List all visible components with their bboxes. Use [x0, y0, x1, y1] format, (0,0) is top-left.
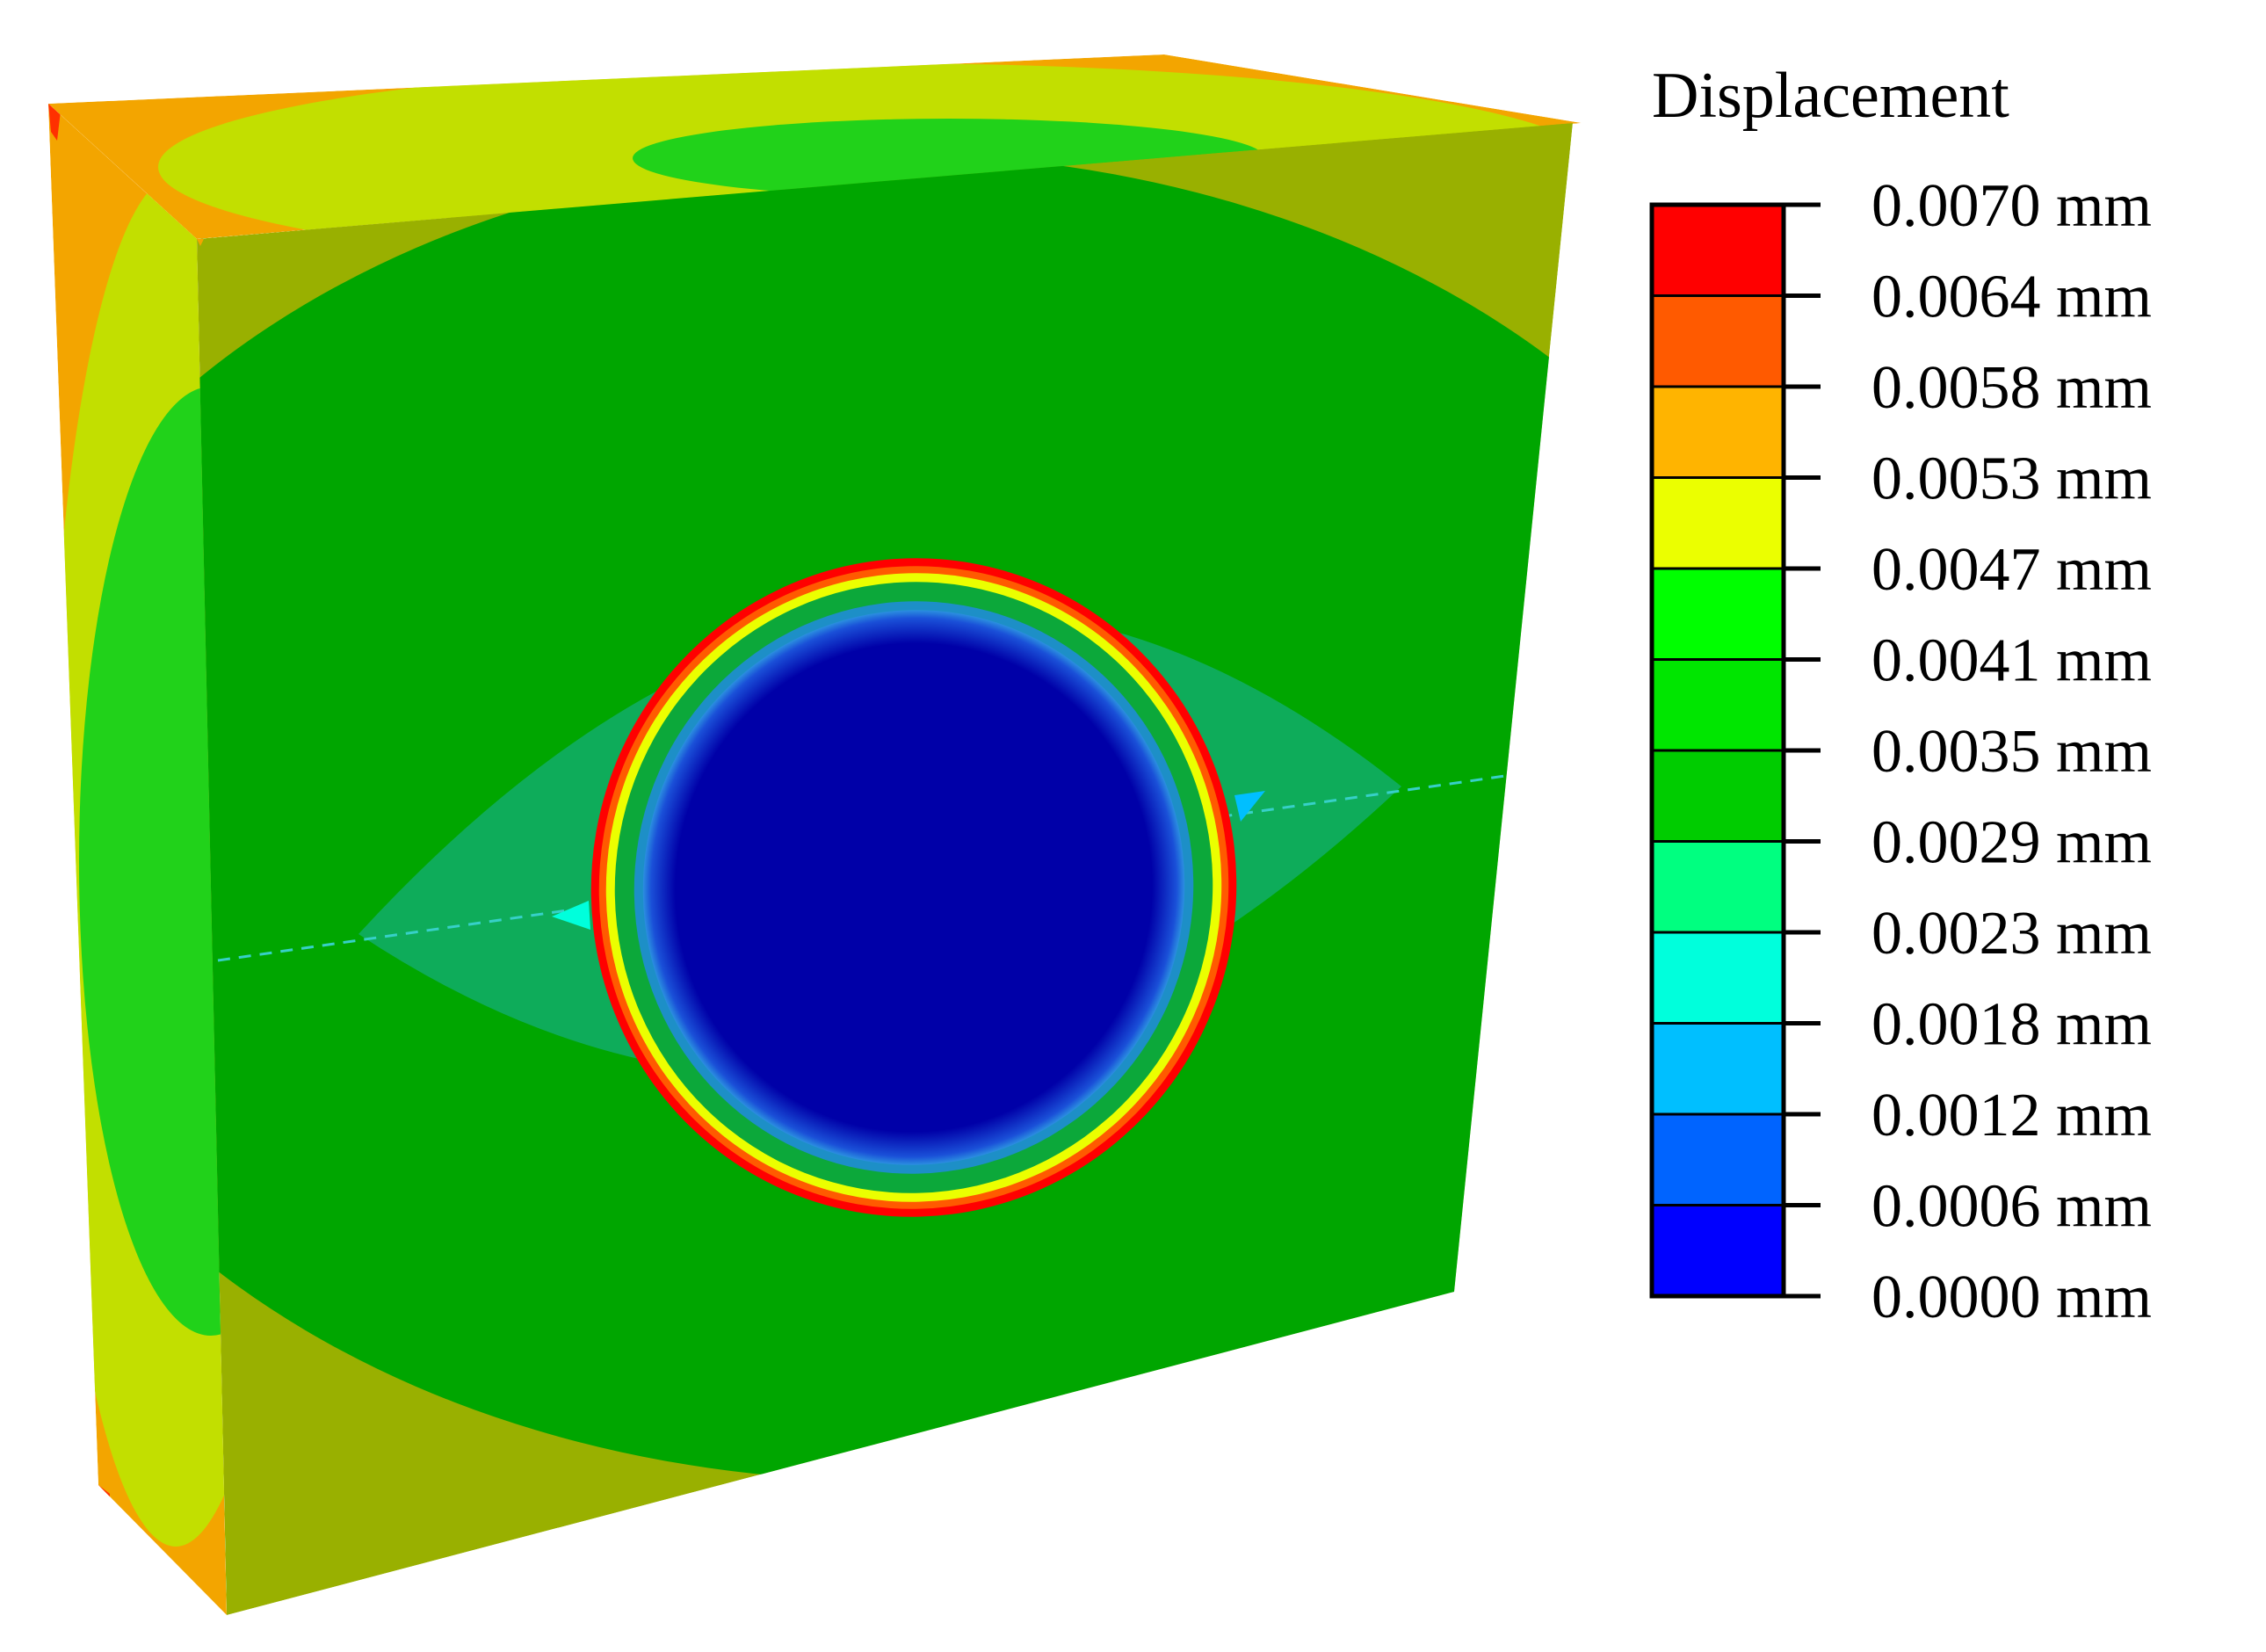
legend-label: 0.0070 mm: [1871, 172, 2152, 240]
legend-ticks: [1784, 202, 1821, 1299]
front-face-corner: [197, 239, 204, 246]
legend-label: 0.0000 mm: [1871, 1264, 2152, 1331]
legend-swatch: [1650, 567, 1785, 661]
legend-label: 0.0012 mm: [1871, 1082, 2152, 1149]
legend-labels: 0.0070 mm 0.0064 mm 0.0058 mm 0.0053 mm 0.00…: [1871, 172, 2152, 1331]
legend-label: 0.0018 mm: [1871, 991, 2152, 1059]
legend-swatch: [1650, 840, 1785, 934]
left-face: [48, 104, 227, 1615]
legend: Displacement 0.0070 mm 0.0064 mm 0.0058 mm…: [1649, 60, 2152, 1331]
crack-tip-right: [1234, 791, 1265, 822]
legend-label: 0.0023 mm: [1871, 900, 2152, 967]
legend-swatches: [1649, 202, 1786, 1299]
hole-core: [642, 610, 1185, 1165]
hole: [590, 558, 1237, 1217]
left-face-red-corner: [48, 104, 62, 141]
legend-swatch: [1650, 203, 1785, 297]
legend-swatch: [1650, 749, 1785, 843]
legend-swatch: [1650, 931, 1785, 1025]
legend-swatch: [1650, 1204, 1785, 1298]
legend-label: 0.0064 mm: [1871, 264, 2152, 331]
legend-swatch: [1650, 476, 1785, 570]
crack-tip-left: [552, 901, 590, 930]
legend-swatch: [1650, 294, 1785, 388]
legend-swatch: [1650, 1112, 1785, 1206]
crack-line: [217, 773, 1512, 962]
left-face-red-corner-bottom: [98, 1485, 110, 1573]
legend-label: 0.0006 mm: [1871, 1173, 2152, 1241]
legend-swatch: [1650, 1022, 1785, 1116]
legend-swatch: [1650, 385, 1785, 479]
legend-label: 0.0058 mm: [1871, 354, 2152, 422]
legend-label: 0.0053 mm: [1871, 446, 2152, 513]
legend-swatch: [1650, 658, 1785, 752]
legend-label: 0.0029 mm: [1871, 809, 2152, 877]
legend-label: 0.0047 mm: [1871, 536, 2152, 604]
legend-label: 0.0041 mm: [1871, 627, 2152, 695]
legend-title: Displacement: [1652, 60, 2009, 132]
legend-label: 0.0035 mm: [1871, 718, 2152, 786]
